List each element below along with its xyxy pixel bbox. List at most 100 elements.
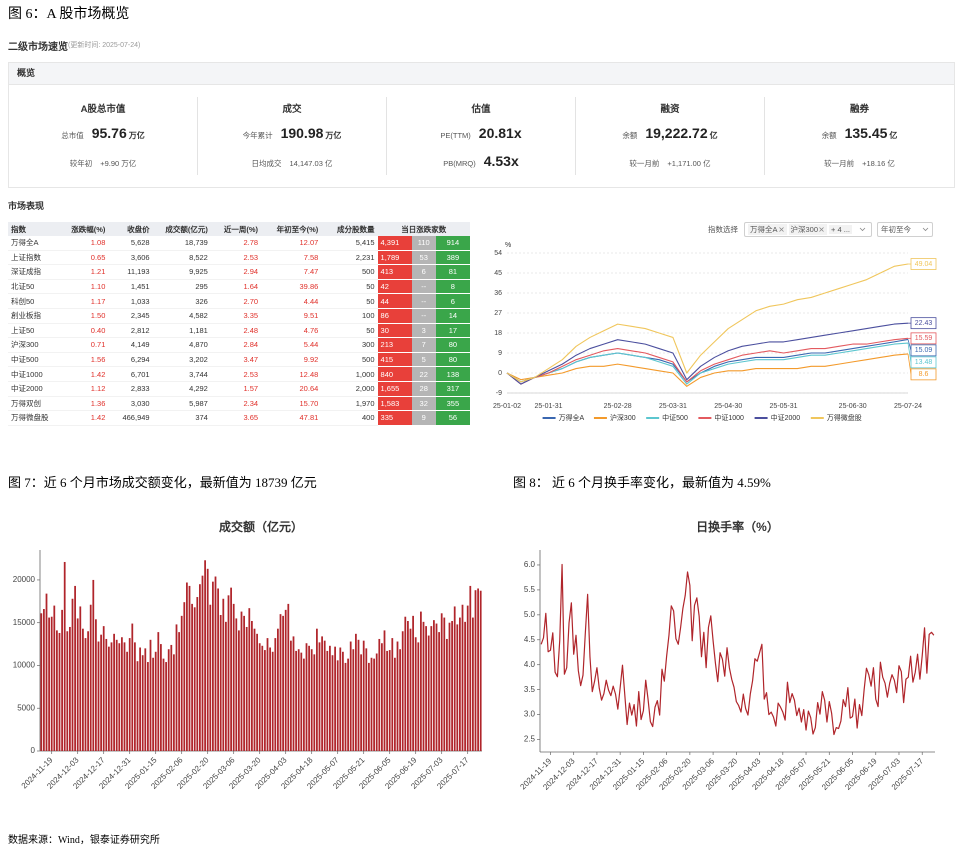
bar [69,626,71,751]
tag-more[interactable]: + 4 ... [829,225,853,234]
bar [362,640,365,751]
bar [243,615,245,751]
figure-caption: 图 7：近 6 个月市场成交额变化，最新值为 18739 亿元 [8,475,317,490]
end-label-box [910,258,937,270]
legend-label: 中证2000 [771,413,801,422]
bar [349,641,352,751]
tag[interactable]: 沪深300 [788,224,828,235]
table-row: 上证指数 0.65 3,606 8,522 2.53 7.58 2,231 1,789 53 38… [8,250,470,266]
table-cell: 3,030 [108,396,153,412]
bar [74,585,76,751]
table-cell: 0.71 [58,337,109,353]
close-icon[interactable] [778,226,785,233]
table-cell: 30 [377,323,412,339]
bar [409,628,412,751]
close-icon[interactable] [818,226,825,233]
table-row: 万得微盘股 1.42 466,949 374 3.65 47.81 400 335 9 56 [8,410,470,426]
table-cell: 14 [435,308,470,324]
metric-unit: 亿 [709,131,718,140]
bar [160,644,162,751]
bar [464,621,466,751]
table-cell: 万得微盘股 [8,410,59,426]
table-row: 万得双创 1.36 3,030 5,987 2.34 15.70 1,970 1,583 32 3… [8,396,470,412]
dropdown-caret[interactable] [854,226,868,233]
bar [71,598,74,751]
end-label: 13.48 [915,359,933,366]
table-cell: 500 [321,352,378,368]
table-cell: 4.76 [261,323,322,339]
tag[interactable]: 万得全A [748,224,787,235]
table-cell: 466,949 [108,410,153,426]
table-cell: 万得双创 [8,396,59,412]
bar [97,641,100,751]
table-cell: 1.57 [210,381,262,397]
y-tick-label: 5.0 [524,610,536,619]
table-cell: 42 [377,279,412,295]
table-cell: 2,000 [321,381,378,397]
table-cell: 44 [377,293,412,309]
table-cell: 9,925 [152,264,211,280]
tag-input[interactable]: 万得全A 沪深300 + 4 ... [744,222,873,237]
table-cell: 9.51 [261,308,322,324]
end-label-box [910,368,937,381]
bar [178,632,180,751]
bar [438,632,440,751]
bar [248,608,251,751]
table-cell: 3.65 [210,410,262,426]
table-cell: 6 [435,293,470,309]
bar [141,655,144,751]
bar [266,638,269,751]
bar [425,626,427,751]
y-tick-label: 5.5 [524,585,536,594]
table-cell: 138 [435,366,470,382]
bar [110,642,113,751]
table-cell: 1,789 [377,250,412,266]
table-cell: 1,033 [108,293,153,309]
bar [336,660,339,751]
card-sub: 较一月前 +1,171.00 亿 [576,153,764,171]
bar [235,618,238,751]
y-tick-label: 4.5 [524,635,536,644]
table-cell: 2.53 [210,250,262,266]
table-cell: 1,181 [152,323,211,339]
bar [128,638,131,751]
bar [399,649,401,751]
overview-card: A股总市值 总市值 95.76 万亿 较年初 +9.90 万亿 [9,97,198,175]
table-cell: 4,870 [152,337,211,353]
table-cell: 2.78 [210,236,262,251]
table-cell: 3.47 [210,352,262,368]
table-row: 創业板指 1.50 2,345 4,582 3.35 9.51 100 86 -- 14 [8,308,470,324]
metric-unit: 万亿 [128,131,145,140]
series-line [506,342,909,385]
table-row: 沪深300 0.71 4,149 4,870 2.84 5.44 300 213 7 80 [8,337,470,353]
end-label-box [910,332,937,345]
bar [360,654,362,751]
x-tick-label: 25-05-31 [770,403,798,410]
table-cell: 50 [321,293,378,309]
bar [121,637,123,751]
bar [56,630,58,751]
bar [284,609,287,751]
bar [261,645,264,751]
overview-panel: 概览 A股总市值 总市值 95.76 万亿 较年初 +9.90 万亿 成交 今年累计 190.9… [8,62,955,188]
table-cell: 0.65 [58,250,109,266]
column-header: 涨跌幅(%) [58,222,109,236]
bar [386,650,388,751]
bar [123,642,126,751]
end-label-leader [907,339,912,351]
bar [245,626,248,751]
table-cell: 中证500 [8,352,59,368]
bar [375,653,378,751]
overview-card: 融券 余额 135.45 亿较一月前 +18.16 亿 [765,97,954,175]
bar [396,641,399,751]
bar [427,635,430,751]
bar [118,643,121,751]
bar [347,658,349,751]
bar [87,631,89,751]
table-cell: 317 [435,381,470,397]
table-cell: 389 [435,250,470,266]
metric-label: 较一月前 [629,159,660,168]
column-header: 年初至今(%) [261,222,322,236]
table-cell: 56 [435,410,470,426]
period-dropdown[interactable]: 年初至今 [877,222,934,237]
